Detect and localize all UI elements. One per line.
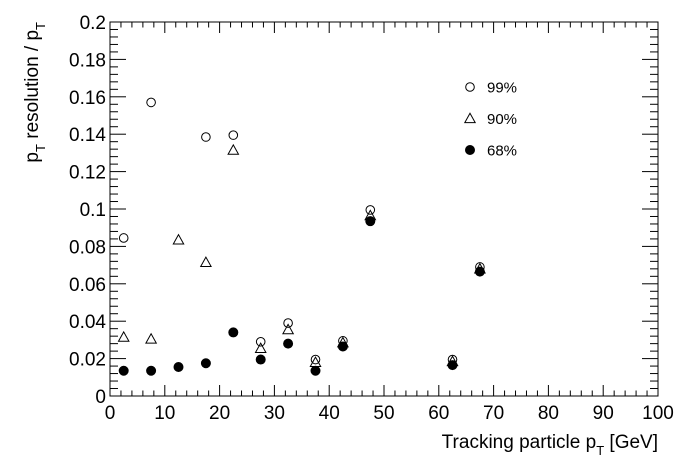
legend-marker-open-triangle: [463, 112, 477, 124]
data-point-open-triangle: [254, 342, 267, 353]
legend-label: 99%: [487, 80, 517, 97]
legend-label: 90%: [487, 111, 517, 128]
x-tick-label: 100: [642, 403, 674, 424]
legend: 99% 90% 68%: [463, 80, 517, 160]
y-tick-label: 0.14: [69, 125, 106, 146]
y-tick-label: 0.12: [69, 163, 106, 184]
data-markers: [117, 97, 486, 376]
data-point-filled-circle: [200, 358, 211, 369]
x-tick-label: 20: [209, 403, 230, 424]
x-tick-label: 10: [154, 403, 175, 424]
data-point-open-circle: [283, 318, 293, 328]
x-tick-label: 80: [538, 403, 559, 424]
data-point-open-circle: [201, 132, 211, 142]
x-tick-label: 30: [264, 403, 285, 424]
data-point-open-circle: [365, 205, 376, 215]
data-point-open-triangle: [145, 332, 158, 344]
data-point-open-triangle: [172, 233, 185, 245]
x-tick-label: 90: [593, 403, 614, 424]
legend-label: 68%: [487, 143, 517, 160]
data-point-open-triangle: [227, 143, 240, 155]
y-tick-label: 0.18: [69, 50, 106, 71]
data-point-filled-circle: [310, 365, 321, 376]
x-tick-label: 50: [373, 403, 394, 424]
data-point-open-circle: [228, 130, 239, 140]
data-point-open-circle: [146, 97, 156, 108]
x-tick-label: 0: [105, 403, 116, 424]
data-point-open-triangle: [117, 330, 130, 342]
data-point-filled-circle: [173, 362, 184, 373]
data-point-open-triangle: [199, 256, 212, 267]
data-point-filled-circle: [283, 338, 294, 349]
y-tick-label: 0.1: [80, 200, 106, 221]
data-point-filled-circle: [118, 365, 129, 376]
plot-area-frame: [109, 21, 659, 397]
y-tick-label: 0.08: [69, 237, 106, 258]
x-tick-label: 60: [428, 403, 449, 424]
x-tick-label: 40: [319, 403, 340, 424]
data-point-filled-circle: [255, 354, 266, 365]
x-axis-ticks: 0 10 20 30 40 50 60 70 80 90 100: [105, 22, 674, 424]
x-tick-label: 70: [483, 403, 504, 424]
data-point-open-circle: [310, 354, 321, 365]
y-tick-label: 0: [95, 387, 106, 408]
plot-frame: [109, 21, 659, 397]
x-axis-title: Tracking particle pT [GeV]: [442, 432, 658, 458]
y-axis-title: pT resolution / pT: [22, 22, 48, 163]
data-point-filled-circle: [146, 365, 157, 376]
legend-marker-filled-circle: [465, 145, 475, 155]
data-point-open-circle: [255, 336, 266, 347]
y-tick-label: 0.2: [80, 13, 106, 34]
data-point-filled-circle: [337, 341, 348, 352]
legend-marker-open-circle: [465, 82, 475, 92]
data-point-open-triangle: [282, 323, 295, 335]
y-axis-ticks: 0 0.02 0.04 0.06 0.08 0.1 0.12 0.14 0.16 0.18 0.2: [69, 13, 658, 408]
y-tick-label: 0.06: [69, 275, 106, 296]
data-point-open-circle: [118, 233, 129, 243]
y-tick-label: 0.02: [69, 350, 106, 371]
data-point-filled-circle: [474, 266, 485, 277]
data-point-filled-circle: [228, 327, 239, 338]
data-point-filled-circle: [447, 360, 458, 371]
data-point-filled-circle: [365, 216, 376, 227]
y-tick-label: 0.16: [69, 88, 106, 109]
y-tick-label: 0.04: [69, 312, 106, 333]
